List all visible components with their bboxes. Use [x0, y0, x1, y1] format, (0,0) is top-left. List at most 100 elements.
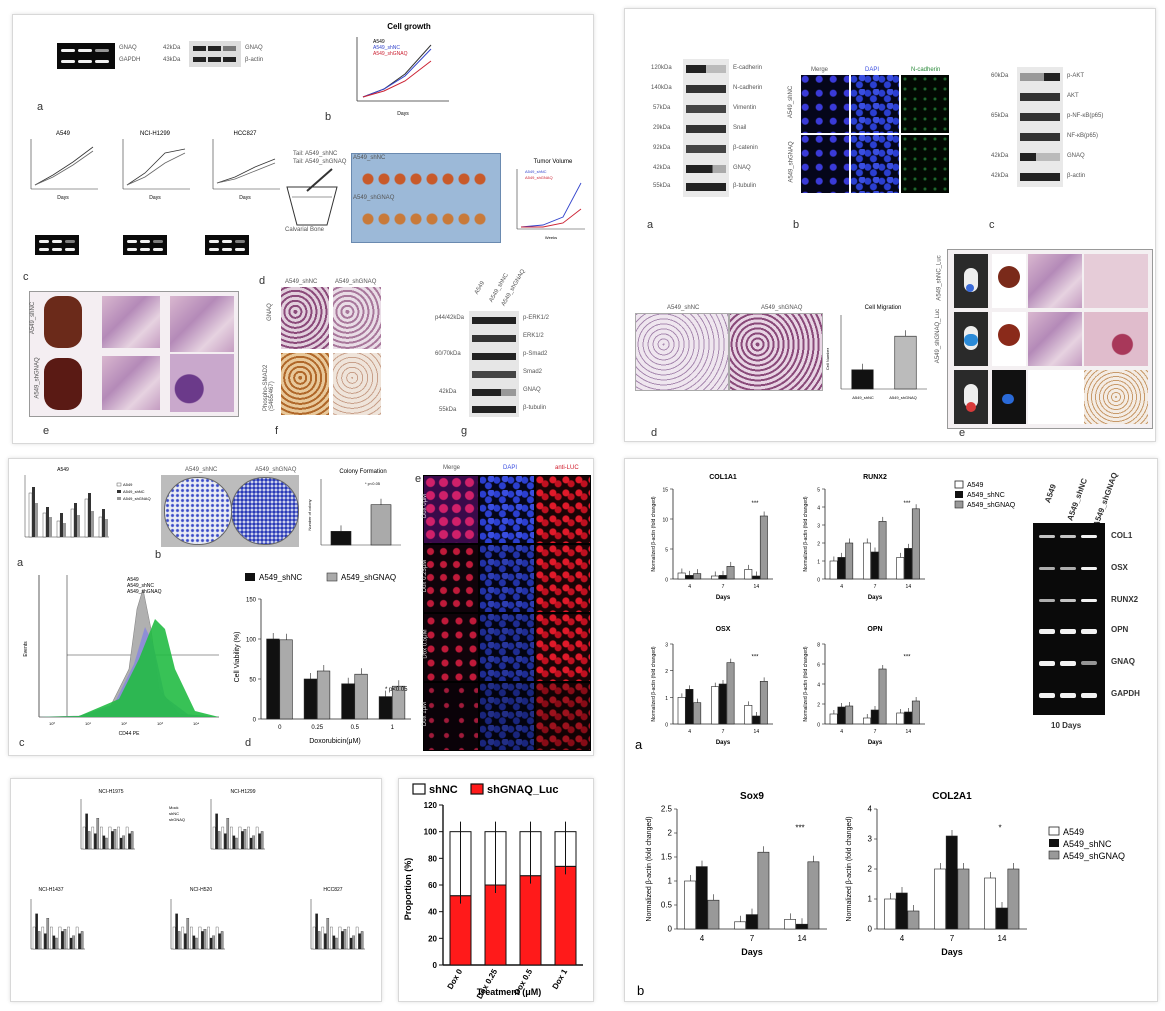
p4-bar	[358, 933, 361, 950]
p4-bar	[80, 931, 84, 950]
panel-figure-6: COL1A1 0 5 10 15 4 7 14 Normalized β-actin (fold…	[624, 458, 1158, 1002]
p3-label-e: e	[415, 473, 422, 485]
bar-osx-1-1	[718, 683, 727, 725]
flow-xlabel: CD44 PE	[119, 731, 141, 737]
panel-figure-5: shNC shGNAQ_Luc Proportion (%) 0 20 40 60 80…	[398, 778, 594, 1002]
p4-bar	[32, 926, 36, 950]
p2-label-e: e	[959, 427, 966, 439]
p4-bar	[35, 913, 38, 950]
migration-title: Cell Migration	[865, 305, 902, 311]
panel-figure-1: GNAQ GAPDH 42kDa 43kDa GNAQ β-actin Cell…	[12, 14, 594, 444]
p2-label-a: a	[647, 219, 654, 231]
p4-bar	[347, 926, 350, 950]
colony-label-2: A549_shGNAQ	[255, 467, 297, 473]
bar-runx2-1-0	[863, 542, 871, 580]
viability-legend-2: A549_shGNAQ	[341, 573, 396, 582]
p4-title-5: HCC827	[323, 887, 342, 893]
ihc-row-label-1: GNAQ	[266, 303, 273, 321]
migration-cat-1: A549_shNC	[852, 395, 874, 400]
p6-annotation-runx2: ***	[903, 501, 911, 507]
p4-bar	[69, 937, 73, 950]
proportion-ytick-label: 100	[424, 828, 438, 837]
ytick-label-sox9: 1	[668, 877, 673, 886]
p4-bar	[241, 831, 244, 850]
p4-bar	[195, 937, 198, 950]
p6-xlabel-osx: Days	[716, 740, 731, 746]
p2-wb2-right-6: β-actin	[1067, 173, 1086, 179]
ytick-label-runx2: 3	[817, 524, 820, 530]
panel-label-a: a	[37, 101, 44, 113]
p4-bar	[52, 935, 56, 950]
ytick-label-opn: 2	[817, 703, 820, 709]
viability-annotation: * p<0.05	[385, 687, 408, 693]
transwell-image-1	[635, 313, 729, 391]
p3-fluor-header-3: anti-LUC	[555, 465, 579, 471]
xtick-label-cell-viability: 0	[278, 725, 282, 731]
p4-bar	[209, 937, 213, 950]
p4-bar	[108, 826, 112, 850]
p3-fluor-row-2: Dox 0.25μM	[422, 559, 429, 593]
bar-cell-viability-1-0	[303, 678, 318, 720]
colony-plates-photo	[161, 475, 299, 547]
p2-fluor-dapi-1	[851, 75, 899, 133]
p6-legend-a: A549 A549_shNC A549_shGNAQ	[954, 480, 1016, 509]
p6-annotation-sox9: ***	[795, 824, 804, 833]
p4-bar	[63, 929, 67, 950]
proportion-ytick-label: 0	[433, 961, 438, 970]
p4-bar	[122, 835, 125, 850]
tumor-photo	[351, 153, 501, 243]
p4-bar	[177, 931, 181, 950]
bar-opn-2-0	[896, 712, 905, 725]
bar-sox9-0-2	[707, 899, 720, 930]
bar-col2a1-0-2	[907, 910, 920, 930]
proportion-ytick-label: 40	[428, 908, 437, 917]
p2-wb2-right-4: NF-κB(p65)	[1067, 133, 1099, 139]
p2-wb2-left-6: 42kDa	[991, 173, 1009, 179]
p6-gel-row-5: GNAQ	[1111, 657, 1135, 666]
cell-growth-legend-1: A549	[373, 39, 385, 45]
p3-label-b: b	[155, 549, 162, 561]
qpcr-legend-3: A549_shGNAQ	[123, 496, 151, 501]
wb-stack-p1	[469, 311, 519, 417]
xtick-label-col2a1: 14	[998, 934, 1007, 943]
ytick-label-runx2: 1	[817, 560, 820, 566]
p2-wb2-right-2: AKT	[1067, 93, 1079, 99]
p4-bar	[82, 826, 86, 850]
xtick-label-opn: 14	[906, 729, 912, 735]
p4-bar	[85, 813, 88, 850]
p4-bar	[247, 826, 250, 850]
wb-left-label-6: 55kDa	[439, 407, 457, 413]
bar-osx-1-2	[726, 662, 735, 725]
bar-runx2-2-2	[911, 508, 920, 580]
bar-col1a1-0-2	[693, 573, 702, 580]
blot-label-actin: β-actin	[245, 57, 264, 63]
p2-wb-right-6: GNAQ	[733, 165, 751, 171]
flow-ylabel: Events	[23, 641, 29, 657]
p2-label-c: c	[989, 219, 995, 231]
p2-wb-left-2: 140kDa	[651, 85, 672, 91]
small-growth-charts: A549 Days NCI-H1299 Days HCC827 Days	[30, 131, 280, 201]
p4-bar	[243, 829, 247, 850]
xtick-label-osx: 14	[754, 729, 760, 735]
migration-chart: Cell Migration Cell Number A549_shNC A54…	[825, 305, 927, 400]
injection-label-2: Tail: A549_shGNAQ	[293, 159, 347, 165]
p4-bar	[255, 826, 259, 850]
bar-col1a1-2-1	[752, 575, 761, 580]
bar-opn-0-1	[837, 706, 846, 725]
p4-bar	[218, 933, 221, 950]
p4-bar	[186, 918, 190, 950]
ihc-image-1	[281, 287, 329, 349]
wb-right-label-3: p-Smad2	[523, 351, 548, 357]
proportion-ytick-label: 20	[428, 934, 437, 943]
p4-bar	[175, 913, 178, 950]
bar-migration-1	[894, 335, 917, 390]
xtick-label-sox9: 14	[798, 934, 807, 943]
p6-legend-b-3: A549_shGNAQ	[1063, 851, 1125, 861]
syringe-bone-diagram	[286, 168, 338, 226]
p4-bar	[235, 837, 238, 850]
p4-legend-2: shNC	[169, 811, 179, 816]
p4-bar	[67, 926, 70, 950]
p4-title-1: NCI-H1975	[98, 789, 123, 795]
ytick-label-col2a1: 4	[868, 805, 873, 814]
p6-legend-a-1: A549	[967, 482, 983, 489]
